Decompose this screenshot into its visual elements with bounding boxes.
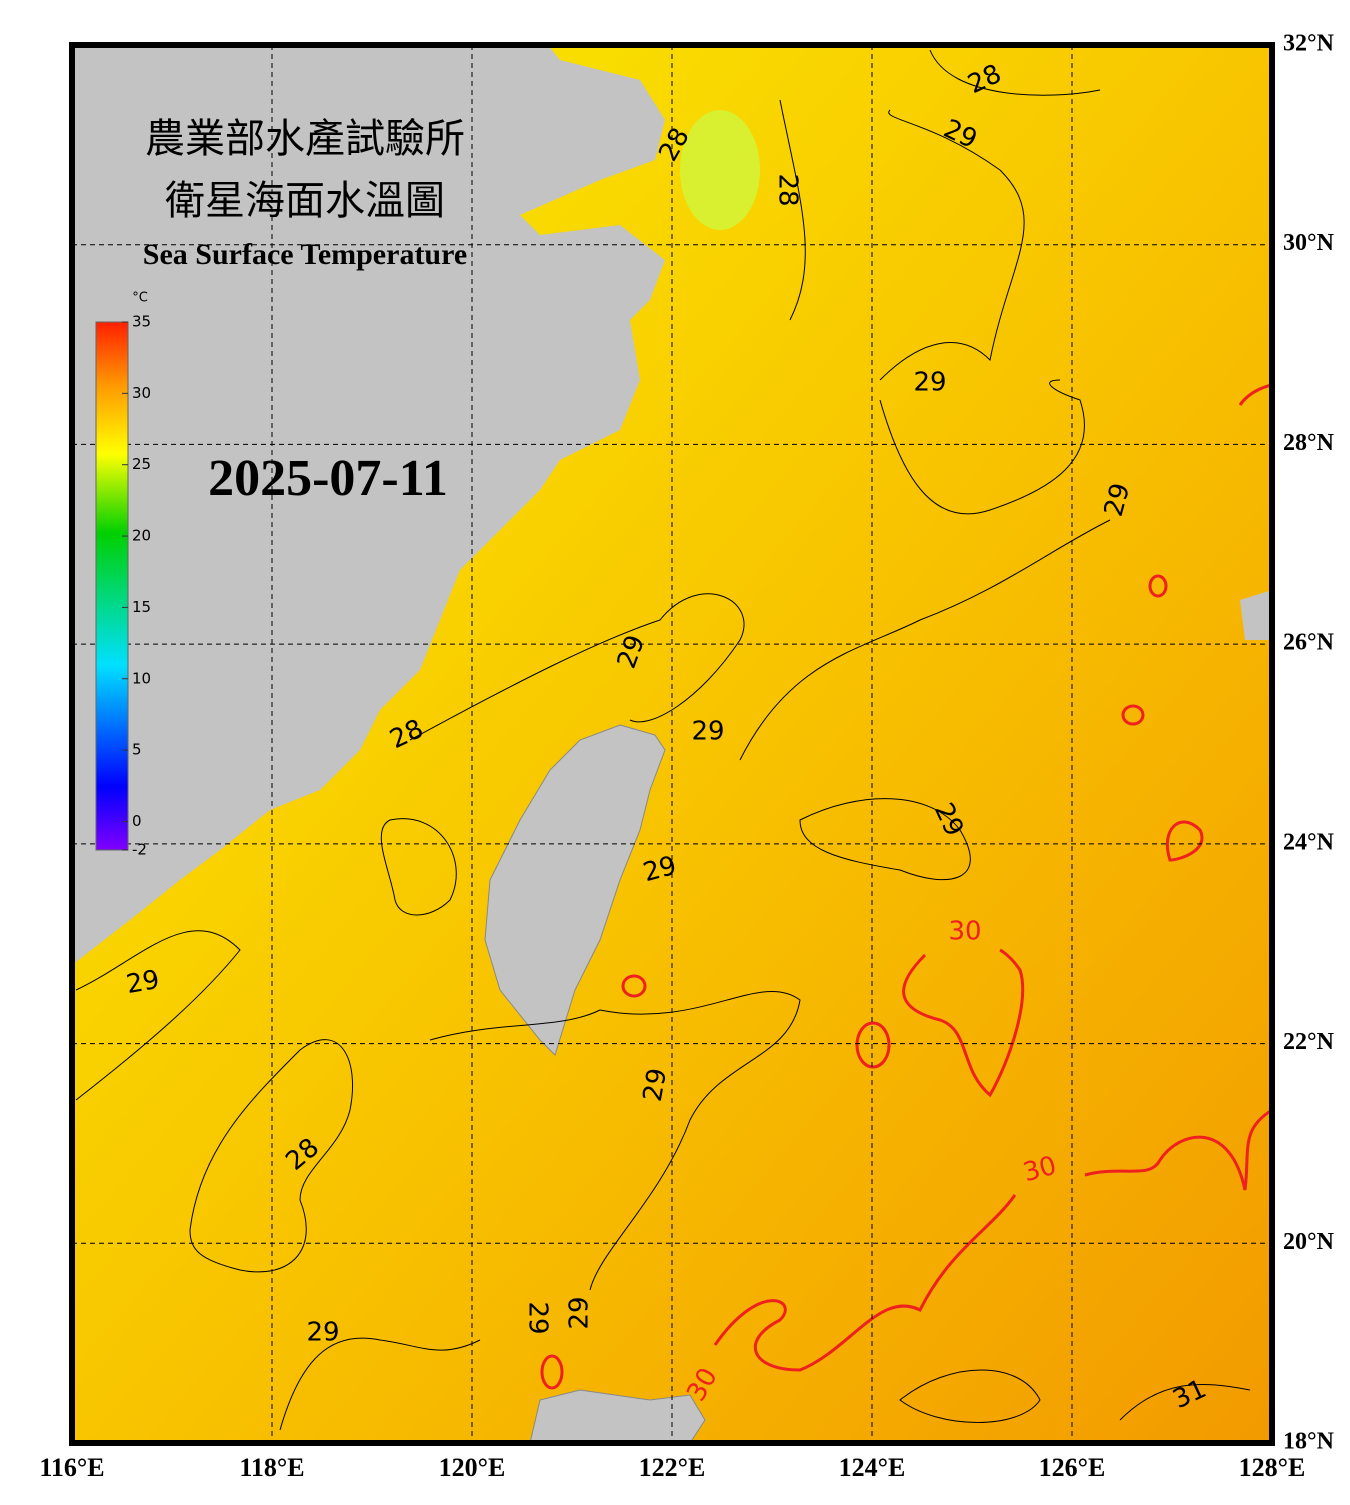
lon-label: 120°E — [439, 1453, 506, 1482]
lon-label: 128°E — [1239, 1453, 1306, 1482]
lat-label: 20°N — [1283, 1229, 1335, 1255]
lon-label: 118°E — [239, 1453, 304, 1482]
contour-label: 29 — [523, 1301, 553, 1334]
colorbar-tick-label: 5 — [132, 741, 142, 759]
land-taiwan — [484, 724, 666, 1056]
lat-label: 26°N — [1283, 630, 1335, 656]
contour-label: 29 — [565, 1296, 595, 1329]
land-china — [72, 45, 665, 965]
lat-label: 18°N — [1283, 1429, 1335, 1455]
contour-label: 29 — [124, 965, 162, 1000]
title-zh: 農業部水產試驗所 — [145, 116, 465, 161]
lat-label: 30°N — [1283, 230, 1335, 256]
colorbar-tick-label: 0 — [132, 812, 142, 830]
lat-label: 24°N — [1283, 829, 1335, 855]
colorbar-tick-label: 10 — [132, 669, 151, 687]
colorbar-tick-label: 20 — [132, 527, 151, 545]
land-luzon — [529, 1389, 706, 1443]
colorbar-tick-label: 35 — [132, 313, 151, 331]
lon-label: 116°E — [39, 1453, 104, 1482]
colorbar-tick-label: 15 — [132, 598, 151, 616]
lat-label: 28°N — [1283, 430, 1335, 456]
lat-label: 22°N — [1283, 1029, 1335, 1055]
contour-label: 29 — [638, 1066, 673, 1104]
contour-label: 29 — [691, 717, 724, 747]
lon-label: 126°E — [1039, 1453, 1106, 1482]
colorbar-tick-label: 25 — [132, 455, 151, 473]
contour-label: 29 — [913, 368, 946, 398]
contour-label: 28 — [773, 173, 803, 206]
colorbar-tick-label: 30 — [132, 384, 151, 402]
contour-label: 29 — [306, 1318, 339, 1348]
land-ryukyu — [1240, 590, 1272, 640]
contours-29 — [75, 109, 1251, 1431]
colorbar-unit: °C — [132, 291, 148, 306]
lon-label: 122°E — [639, 1453, 706, 1482]
date: 2025-07-11 — [208, 450, 448, 507]
cool-patch — [680, 110, 760, 230]
colorbar-tick-label: -2 — [132, 841, 147, 859]
map-frame — [69, 42, 1275, 1446]
lon-label: 124°E — [839, 1453, 906, 1482]
lat-label: 32°N — [1283, 31, 1335, 57]
contour-label: 30 — [948, 917, 981, 947]
contours-28 — [189, 49, 1101, 1273]
title-en: Sea Surface Temperature — [143, 238, 467, 271]
colorbar — [95, 321, 129, 851]
title-zh: 衛星海面水溫圖 — [165, 178, 445, 223]
